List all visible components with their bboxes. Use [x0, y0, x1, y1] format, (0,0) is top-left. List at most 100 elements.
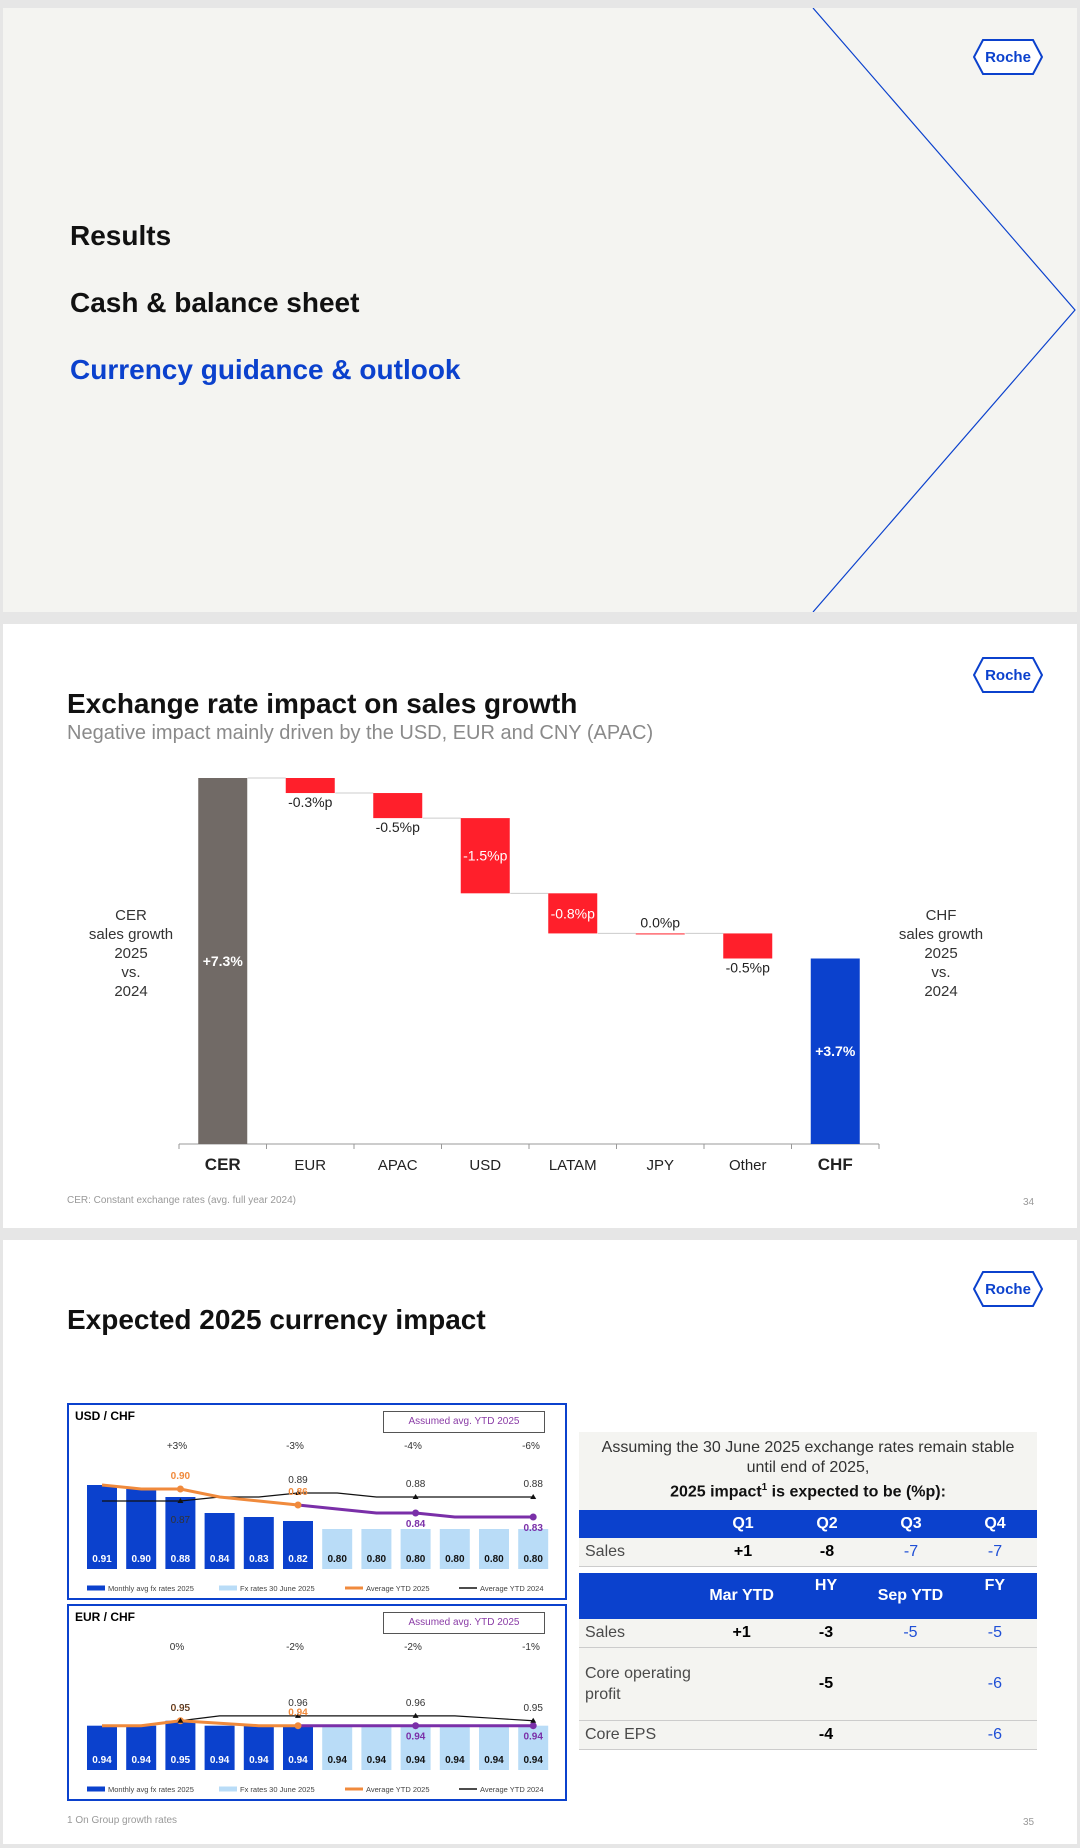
avg-ytd-2025-line — [101, 1483, 299, 1507]
bar-value: 0.80 — [523, 1554, 543, 1565]
bar-apac — [373, 793, 423, 819]
legend-label: Fx rates 30 June 2025 — [240, 1584, 315, 1593]
currency-impact-slide: Roche Expected 2025 currency impact USD … — [3, 1240, 1077, 1844]
roche-logo: Roche — [973, 1271, 1043, 1307]
avg-ytd-2024-line — [102, 1492, 534, 1502]
footnote: 1 On Group growth rates — [67, 1815, 178, 1826]
eur-chf-panel: EUR / CHF Assumed avg. YTD 2025 0% -2% -2%… — [67, 1604, 567, 1801]
legend-swatch — [219, 1585, 237, 1591]
legend-swatch — [87, 1585, 105, 1591]
left-label: CER sales growth 2025 vs. 2024 — [88, 907, 174, 1000]
legend-label: Monthly avg fx rates 2025 — [108, 1584, 194, 1593]
footnote: CER: Constant exchange rates (avg. full … — [67, 1195, 297, 1206]
bar-cer — [198, 778, 248, 1144]
menu-results[interactable]: Results — [70, 220, 172, 251]
bar-value: 0.80 — [406, 1554, 426, 1565]
bar-label: -1.5%p — [463, 848, 508, 864]
bar-value: 0.94 — [288, 1755, 308, 1766]
fx-bar — [322, 1725, 353, 1770]
legend-swatch — [345, 1787, 363, 1791]
change-label: +3% — [167, 1441, 187, 1452]
bar-value: 0.84 — [210, 1554, 230, 1565]
bar-label: -0.5%p — [726, 959, 771, 975]
menu-currency-guidance[interactable]: Currency guidance & outlook — [70, 354, 461, 385]
logo-text: Roche — [985, 49, 1031, 66]
panel-title: USD / CHF — [75, 1409, 135, 1423]
page-number: 35 — [1023, 1817, 1035, 1828]
bar-value: 0.94 — [406, 1755, 426, 1766]
orange-callout: 0.90 — [171, 1471, 191, 1482]
bar-value: 0.83 — [249, 1554, 269, 1565]
fx-bar — [361, 1725, 392, 1770]
bar-eur — [285, 778, 335, 794]
fx-bar — [439, 1529, 470, 1569]
change-label: -4% — [404, 1441, 422, 1452]
legend-label: Fx rates 30 June 2025 — [240, 1785, 315, 1794]
bar-value: 0.94 — [92, 1755, 112, 1766]
svg-text:Roche: Roche — [985, 1281, 1031, 1298]
fx-bar — [243, 1725, 274, 1770]
slide-title: Exchange rate impact on sales growth — [67, 688, 578, 719]
table-row: Sales +1 -8 -7 -7 — [579, 1538, 1037, 1567]
fx-bar — [243, 1517, 274, 1569]
fx-bar — [165, 1497, 196, 1569]
black-marker — [530, 1494, 537, 1499]
bar-value: 0.82 — [288, 1554, 308, 1565]
category-label: APAC — [378, 1157, 418, 1174]
bar-value: 0.95 — [171, 1755, 191, 1766]
fx-bar — [283, 1521, 313, 1569]
category-label: CHF — [818, 1155, 853, 1174]
bar-label: -0.5%p — [376, 819, 421, 835]
bar-value: 0.94 — [327, 1755, 347, 1766]
bar-value: 0.80 — [327, 1554, 347, 1565]
black-callout: 0.89 — [288, 1475, 308, 1486]
fx-bar — [204, 1725, 235, 1770]
assumed-legend: Assumed avg. YTD 2025 — [383, 1411, 545, 1433]
slide-title: Expected 2025 currency impact — [67, 1304, 486, 1335]
change-label: -2% — [286, 1642, 304, 1653]
fx-bar — [439, 1725, 470, 1770]
bar-latam — [548, 893, 598, 934]
black-callout: 0.88 — [406, 1479, 426, 1490]
black-marker — [177, 1498, 184, 1503]
fx-bar — [518, 1529, 549, 1569]
avg-ytd-2025-line — [102, 1719, 298, 1728]
black-marker — [295, 1712, 301, 1718]
svg-text:Roche: Roche — [985, 667, 1031, 684]
fx-bar — [204, 1513, 235, 1569]
table-row: Sales +1 -3 -5 -5 — [579, 1619, 1037, 1648]
panel-title: EUR / CHF — [75, 1610, 135, 1624]
black-callout: 0.87 — [171, 1515, 191, 1526]
black-callout: 0.95 — [171, 1703, 191, 1714]
menu-cash-balance[interactable]: Cash & balance sheet — [70, 287, 360, 318]
bar-label: -0.8%p — [551, 905, 596, 921]
fx-bar — [400, 1725, 431, 1770]
legend-swatch — [459, 1788, 477, 1790]
black-callout: 0.96 — [406, 1698, 426, 1709]
page-number: 34 — [1023, 1197, 1035, 1208]
orange-marker — [294, 1722, 302, 1730]
fx-bar — [322, 1529, 353, 1569]
chevron-decoration — [812, 8, 1076, 612]
bar-value: 0.94 — [131, 1755, 151, 1766]
purple-marker — [529, 1722, 537, 1730]
bar-value: 0.94 — [523, 1755, 543, 1766]
assumption-box: Assuming the 30 June 2025 exchange rates… — [579, 1432, 1037, 1510]
assumed-legend: Assumed avg. YTD 2025 — [383, 1612, 545, 1634]
legend-label: Monthly avg fx rates 2025 — [108, 1785, 194, 1794]
bar-value: 0.91 — [92, 1554, 112, 1565]
fx-bar — [518, 1725, 549, 1770]
bar-label: +3.7% — [815, 1043, 856, 1059]
table-row: Core operating profit -5 -6 — [579, 1647, 1037, 1721]
bar-label: 0.0%p — [640, 914, 680, 930]
roche-logo: Roche — [973, 657, 1043, 693]
black-marker — [412, 1712, 419, 1718]
legend-label: Average YTD 2024 — [480, 1584, 544, 1593]
table-row: Core EPS -4 -6 — [579, 1720, 1037, 1750]
orange-callout: 0.95 — [171, 1703, 191, 1714]
bar-value: 0.94 — [249, 1755, 269, 1766]
purple-marker — [529, 1513, 537, 1521]
roche-logo: Roche — [973, 39, 1043, 75]
change-label: -1% — [522, 1642, 540, 1653]
quarterly-impact-table: Q1 Q2 Q3 Q4 Sales +1 -8 -7 -7 — [579, 1510, 1037, 1567]
